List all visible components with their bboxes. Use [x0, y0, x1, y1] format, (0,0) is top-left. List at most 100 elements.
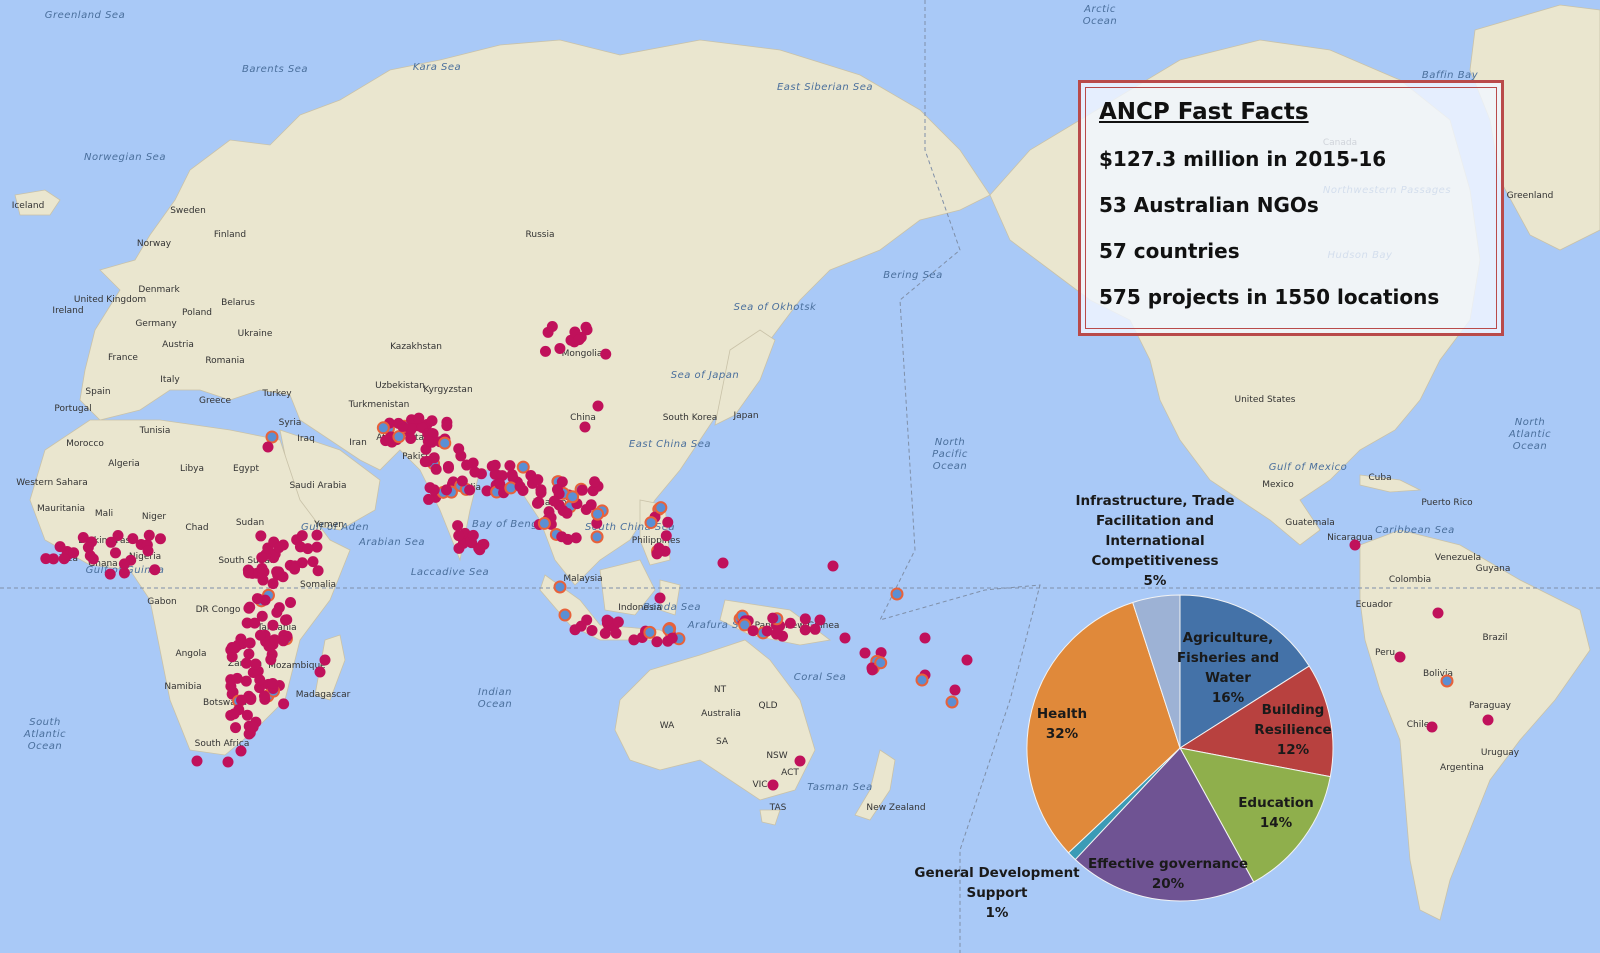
project-marker	[590, 530, 604, 544]
sea-label-east-china-sea: East China Sea	[629, 439, 711, 450]
project-marker	[250, 658, 262, 670]
landmass-borneo	[599, 559, 656, 616]
project-marker	[532, 474, 544, 486]
project-marker	[392, 430, 406, 444]
project-marker	[77, 532, 89, 544]
project-marker	[289, 563, 301, 575]
sea-label-norwegian-sea: Norwegian Sea	[84, 152, 166, 163]
sea-label-sea-of-japan: Sea of Japan	[671, 370, 740, 381]
pie-slice-infrastructure-trade-facilitation-and-international-competitiveness	[1132, 594, 1181, 749]
country-label-yemen: Yemen	[313, 520, 344, 530]
project-marker	[254, 629, 266, 641]
project-marker	[48, 553, 60, 565]
project-marker	[610, 627, 622, 639]
project-marker	[428, 452, 440, 464]
landmass-eurasia	[79, 39, 991, 586]
project-marker	[767, 612, 779, 624]
project-marker	[565, 334, 577, 346]
country-label-western-sahara: Western Sahara	[16, 478, 87, 488]
pie-slice-education	[1179, 747, 1331, 883]
project-marker	[654, 592, 666, 604]
project-marker	[231, 672, 243, 684]
country-label-algeria: Algeria	[108, 459, 140, 469]
project-marker	[874, 656, 888, 670]
fact-projects: 575 projects in 1550 locations	[1099, 285, 1440, 309]
landmass-japan	[714, 329, 776, 426]
project-marker	[453, 443, 465, 455]
country-label-bolivia: Bolivia	[1423, 669, 1453, 679]
landmass-south-america	[1359, 529, 1591, 921]
sea-label-east-siberian-sea: East Siberian Sea	[777, 82, 873, 93]
country-label-pakistan: Pakistan	[402, 452, 440, 462]
fact-funding: $127.3 million in 2015-16	[1099, 147, 1387, 171]
project-marker	[489, 459, 501, 471]
project-marker	[284, 596, 296, 608]
project-marker	[554, 342, 566, 354]
sector-pie-labels: Agriculture, Fisheries and Water 16%Buildin…	[914, 493, 1331, 921]
project-marker	[644, 516, 658, 530]
project-marker	[397, 420, 409, 432]
project-marker	[566, 490, 580, 504]
project-marker	[311, 541, 323, 553]
project-marker	[54, 541, 66, 553]
project-marker	[154, 533, 166, 545]
project-marker	[799, 613, 811, 625]
project-marker	[839, 632, 851, 644]
country-label-cuba: Cuba	[1368, 473, 1391, 483]
project-marker	[556, 531, 568, 543]
project-marker	[428, 484, 440, 496]
project-marker	[269, 634, 281, 646]
ocean-label-indian-ocean: Indian	[478, 687, 512, 698]
state-label-sa: SA	[716, 737, 729, 747]
project-marker	[413, 412, 425, 424]
country-label-ireland: Ireland	[52, 306, 83, 316]
project-marker	[551, 484, 563, 496]
project-marker	[558, 608, 572, 622]
country-label-gabon: Gabon	[147, 597, 176, 607]
project-marker	[245, 693, 257, 705]
project-marker	[105, 536, 117, 548]
country-label-belarus: Belarus	[221, 298, 255, 308]
project-marker	[302, 543, 314, 555]
sea-label-baffin-bay: Baffin Bay	[1422, 70, 1479, 81]
project-marker	[226, 651, 238, 663]
project-marker	[82, 541, 94, 553]
project-marker	[576, 484, 588, 496]
project-marker	[589, 476, 601, 488]
project-marker	[271, 606, 283, 618]
project-marker	[68, 547, 80, 559]
country-label-malaysia: Malaysia	[563, 574, 602, 584]
project-marker	[241, 709, 253, 721]
country-label-botswana: Botswana	[203, 698, 247, 708]
country-label-guatemala: Guatemala	[1285, 518, 1335, 528]
pie-label-general-development-support: General Development Support 1%	[914, 865, 1080, 921]
state-label-vic: VIC	[752, 780, 767, 790]
fast-facts-title: ANCP Fast Facts	[1099, 99, 1309, 125]
sea-label-banda-sea: Banda Sea	[643, 602, 701, 613]
country-label-indonesia: Indonesia	[618, 603, 662, 613]
country-label-venezuela: Venezuela	[1435, 553, 1481, 563]
project-marker	[1349, 539, 1361, 551]
project-marker	[242, 564, 254, 576]
country-label-colombia: Colombia	[1389, 575, 1431, 585]
country-label-syria: Syria	[279, 418, 302, 428]
ocean-label-north-atlantic-ocean: North	[1515, 417, 1545, 428]
project-marker	[254, 674, 266, 686]
country-label-japan: Japan	[732, 411, 758, 421]
ocean-label-north-atlantic-ocean: Ocean	[1513, 441, 1548, 452]
project-marker	[249, 617, 261, 629]
project-marker	[271, 566, 283, 578]
project-marker	[548, 495, 560, 507]
country-label-libya: Libya	[180, 464, 204, 474]
project-marker	[481, 485, 493, 497]
sea-label-arafura-sea: Arafura Sea	[687, 620, 752, 631]
project-marker	[586, 624, 598, 636]
project-marker	[258, 690, 270, 702]
project-marker	[243, 602, 255, 614]
pie-label-health: Health 32%	[1037, 706, 1087, 742]
project-marker	[235, 745, 247, 757]
project-marker	[251, 593, 263, 605]
project-marker	[84, 550, 96, 562]
project-marker	[1440, 674, 1454, 688]
